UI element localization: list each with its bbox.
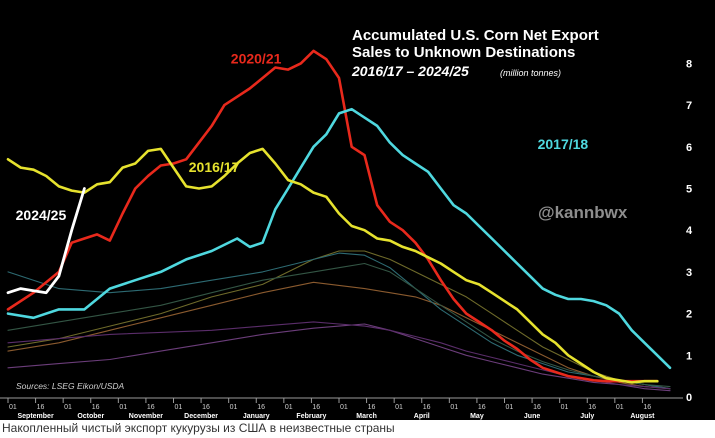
y-tick-label: 3: [686, 267, 692, 279]
month-label: September: [17, 413, 53, 420]
chart-title-line-2: Sales to Unknown Destinations: [352, 44, 575, 61]
x-tick-label: 16: [202, 404, 210, 411]
x-tick-label: 16: [478, 404, 486, 411]
month-label: April: [414, 413, 430, 420]
x-tick-label: 01: [506, 404, 514, 411]
x-tick-label: 01: [561, 404, 569, 411]
x-tick-label: 01: [450, 404, 458, 411]
series-label-2016-17: 2016/17: [189, 159, 240, 175]
x-tick-label: 01: [119, 404, 127, 411]
series-line-2017-18: [6, 107, 672, 370]
y-tick-label: 0: [686, 392, 692, 404]
x-tick-label: 01: [64, 404, 72, 411]
month-label: June: [524, 413, 540, 420]
series-label-2024-25: 2024/25: [16, 207, 67, 223]
x-tick-label: 16: [533, 404, 541, 411]
x-tick-label: 01: [340, 404, 348, 411]
x-tick-label: 16: [588, 404, 596, 411]
background-series-line: [7, 262, 671, 388]
series-label-2017-18: 2017/18: [538, 136, 589, 152]
y-tick-label: 4: [686, 225, 693, 237]
month-label: August: [630, 413, 655, 420]
month-label: November: [129, 413, 164, 420]
chart-subtitle: 2016/17 – 2024/25: [351, 63, 469, 79]
chart-unit-label: (million tonnes): [500, 68, 561, 78]
x-tick-label: 01: [395, 404, 403, 411]
x-tick-label: 16: [368, 404, 376, 411]
y-tick-label: 2: [686, 309, 692, 321]
y-tick-label: 8: [686, 58, 692, 70]
month-label: October: [77, 413, 104, 420]
series-line-2024-25: [6, 187, 86, 295]
chart-title-line-1: Accumulated U.S. Corn Net Export: [352, 27, 599, 44]
y-tick-label: 1: [686, 350, 692, 362]
x-tick-label: 16: [312, 404, 320, 411]
chart-container: 0 1 2 3 4 5 6 7 8 01 16 01 16 01 16 01 16 01 16 01 16 01 16 01 1…: [0, 0, 715, 420]
series-label-2020-21: 2020/21: [231, 50, 282, 66]
image-caption: Накопленный чистый экспорт кукурузы из С…: [2, 421, 395, 435]
x-tick-label: 01: [175, 404, 183, 411]
x-tick-label: 01: [9, 404, 17, 411]
month-label: December: [184, 413, 218, 420]
watermark: @kannbwx: [538, 203, 628, 222]
month-label: February: [296, 413, 326, 420]
x-tick-label: 01: [285, 404, 293, 411]
month-label: March: [356, 413, 377, 420]
series-line-2016-17: [6, 147, 659, 384]
series-group: [6, 49, 672, 392]
x-tick-label: 16: [257, 404, 265, 411]
series-labels-group: 2020/21 2017/18 2016/17 2024/25: [16, 50, 589, 222]
x-tick-label: 01: [616, 404, 624, 411]
background-series-line: [7, 323, 671, 392]
x-tick-label: 16: [147, 404, 155, 411]
x-tick-label: 16: [423, 404, 431, 411]
x-tick-label: 16: [37, 404, 45, 411]
month-label: May: [470, 413, 484, 420]
y-tick-label: 5: [686, 183, 692, 195]
chart-background: [0, 0, 715, 420]
month-label: January: [243, 413, 270, 420]
x-tick-label: 01: [230, 404, 238, 411]
source-note: Sources: LSEG Eikon/USDA: [16, 381, 125, 391]
y-tick-label: 7: [686, 100, 692, 112]
background-series-line: [7, 250, 671, 390]
x-tick-label: 16: [643, 404, 651, 411]
y-tick-label: 6: [686, 142, 692, 154]
month-label: July: [580, 413, 594, 420]
x-tick-label: 16: [92, 404, 100, 411]
